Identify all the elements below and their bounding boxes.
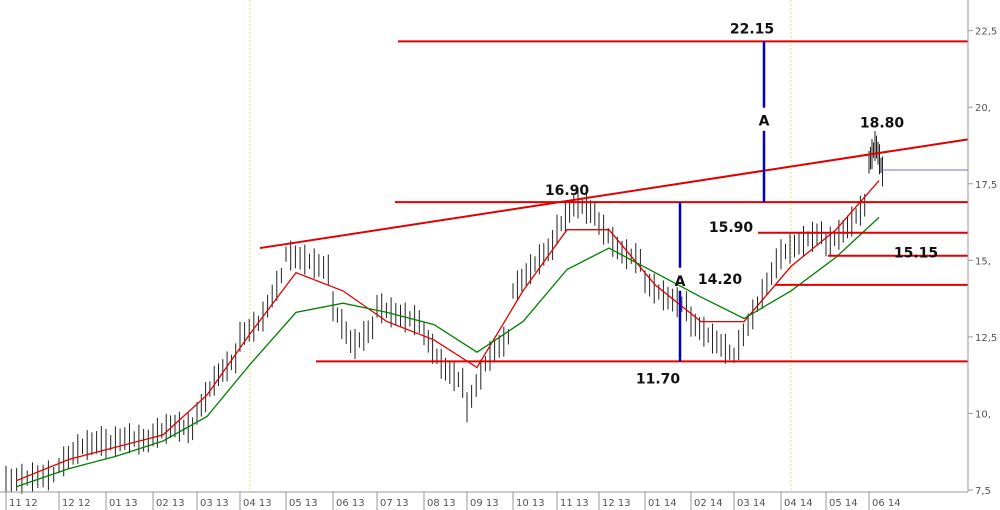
x-tick-label: 06 14 xyxy=(872,498,901,509)
x-tick-label: 11 13 xyxy=(560,498,589,509)
level-label: 11.70 xyxy=(636,371,681,387)
x-tick-label: 12 12 xyxy=(62,498,91,509)
y-tick-label: 15, xyxy=(975,256,991,267)
y-tick-label: 7,5 xyxy=(975,486,991,497)
y-tick-label: 10, xyxy=(975,409,991,420)
level-label: 16.90 xyxy=(545,183,590,199)
measure-label: A xyxy=(759,114,770,130)
measure-label: A xyxy=(675,274,686,290)
x-tick-label: 01 13 xyxy=(109,498,138,509)
x-tick-label: 04 14 xyxy=(784,498,813,509)
y-tick-label: 12,5 xyxy=(975,333,997,344)
y-tick-label: 20, xyxy=(975,103,991,114)
y-tick-label: 22,5 xyxy=(975,27,997,38)
level-label: 15.90 xyxy=(709,220,754,236)
level-label: 22.15 xyxy=(730,21,774,37)
x-tick-label: 01 14 xyxy=(648,498,677,509)
x-tick-label: 11 12 xyxy=(9,498,38,509)
x-tick-label: 03 13 xyxy=(200,498,229,509)
x-tick-label: 05 13 xyxy=(289,498,318,509)
x-tick-label: 05 14 xyxy=(829,498,858,509)
x-tick-label: 04 13 xyxy=(243,498,272,509)
x-tick-label: 08 13 xyxy=(427,498,456,509)
y-tick-label: 17,5 xyxy=(975,180,997,191)
moving-average-red xyxy=(15,180,880,482)
x-tick-label: 06 13 xyxy=(336,498,365,509)
plot-area xyxy=(0,0,968,492)
x-tick-label: 02 13 xyxy=(156,498,185,509)
trendline-label: 18.80 xyxy=(860,115,905,131)
trendline xyxy=(259,138,969,250)
level-label: 14.20 xyxy=(698,272,743,288)
x-tick-label: 03 14 xyxy=(737,498,766,509)
moving-average-green xyxy=(15,216,880,488)
x-tick-label: 12 13 xyxy=(602,498,631,509)
x-tick-label: 02 14 xyxy=(694,498,723,509)
level-label: 15.15 xyxy=(894,246,938,262)
x-tick-label: 07 13 xyxy=(380,498,409,509)
x-tick-label: 10 13 xyxy=(516,498,545,509)
x-tick-label: 09 13 xyxy=(470,498,499,509)
